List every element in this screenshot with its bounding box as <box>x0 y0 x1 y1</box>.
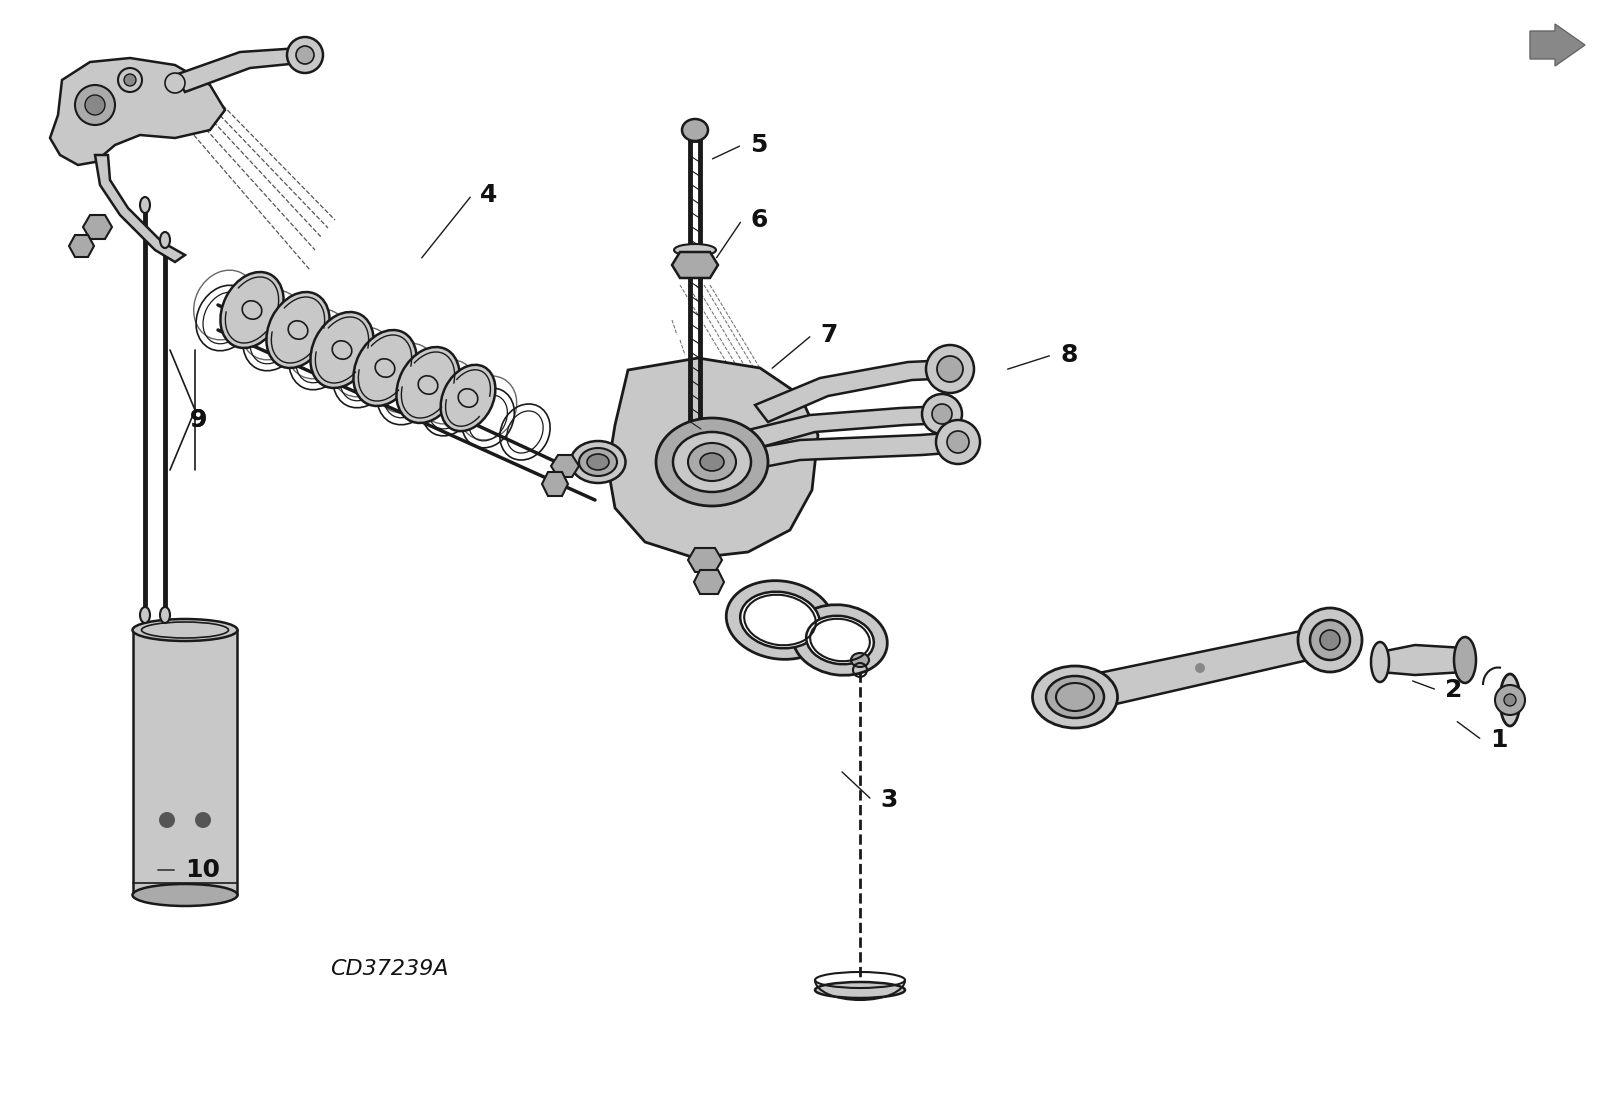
Polygon shape <box>672 252 718 278</box>
Text: 10: 10 <box>186 858 221 882</box>
Ellipse shape <box>133 884 237 906</box>
Circle shape <box>1195 663 1205 673</box>
Circle shape <box>296 45 314 64</box>
Circle shape <box>1320 630 1341 650</box>
Ellipse shape <box>1501 674 1520 726</box>
Circle shape <box>926 345 974 393</box>
Polygon shape <box>688 548 722 572</box>
Circle shape <box>1504 694 1517 706</box>
Ellipse shape <box>674 433 750 492</box>
Ellipse shape <box>656 418 768 506</box>
Ellipse shape <box>354 330 416 406</box>
Ellipse shape <box>141 197 150 213</box>
Ellipse shape <box>579 448 618 476</box>
Ellipse shape <box>701 452 723 471</box>
Circle shape <box>922 394 962 434</box>
Polygon shape <box>50 58 226 165</box>
Ellipse shape <box>571 441 626 484</box>
Ellipse shape <box>267 292 330 368</box>
Circle shape <box>1310 620 1350 660</box>
Text: 3: 3 <box>880 788 898 812</box>
Circle shape <box>195 812 211 828</box>
Circle shape <box>947 431 970 452</box>
Ellipse shape <box>682 119 707 141</box>
Polygon shape <box>755 360 958 423</box>
Polygon shape <box>94 155 186 262</box>
Polygon shape <box>550 455 579 477</box>
Polygon shape <box>608 358 818 558</box>
Ellipse shape <box>814 981 906 998</box>
Polygon shape <box>69 235 94 257</box>
Ellipse shape <box>141 607 150 623</box>
Ellipse shape <box>851 653 869 667</box>
Ellipse shape <box>792 604 888 675</box>
Ellipse shape <box>397 347 459 423</box>
Text: 9: 9 <box>190 408 208 433</box>
Ellipse shape <box>587 454 610 470</box>
Ellipse shape <box>688 442 736 481</box>
Polygon shape <box>83 215 112 240</box>
Circle shape <box>1494 685 1525 715</box>
Text: 1: 1 <box>1490 728 1507 752</box>
Circle shape <box>75 85 115 125</box>
Ellipse shape <box>310 312 373 388</box>
Ellipse shape <box>806 615 874 664</box>
Circle shape <box>165 73 186 93</box>
Ellipse shape <box>674 244 717 256</box>
Polygon shape <box>749 406 947 448</box>
Ellipse shape <box>1032 667 1117 728</box>
Ellipse shape <box>440 365 496 431</box>
Polygon shape <box>1379 645 1466 675</box>
Polygon shape <box>694 570 723 594</box>
Ellipse shape <box>1371 642 1389 682</box>
Circle shape <box>1298 608 1362 672</box>
Text: 2: 2 <box>1445 678 1462 702</box>
Ellipse shape <box>160 232 170 248</box>
Circle shape <box>286 37 323 73</box>
Circle shape <box>85 95 106 115</box>
Polygon shape <box>133 630 237 895</box>
Circle shape <box>938 356 963 381</box>
Text: 6: 6 <box>750 208 768 232</box>
FancyArrow shape <box>1530 24 1586 67</box>
Ellipse shape <box>1454 637 1475 683</box>
Text: 7: 7 <box>819 323 837 347</box>
Text: 5: 5 <box>750 133 768 157</box>
Circle shape <box>936 420 979 464</box>
Polygon shape <box>542 472 568 496</box>
Polygon shape <box>174 48 310 92</box>
Polygon shape <box>746 433 962 470</box>
Text: 4: 4 <box>480 183 498 207</box>
Ellipse shape <box>726 581 834 660</box>
Circle shape <box>118 68 142 92</box>
Ellipse shape <box>1046 676 1104 718</box>
Circle shape <box>931 404 952 424</box>
Polygon shape <box>1066 625 1330 715</box>
Circle shape <box>158 812 174 828</box>
Ellipse shape <box>160 607 170 623</box>
Ellipse shape <box>221 272 283 348</box>
Text: 9: 9 <box>190 408 208 433</box>
Ellipse shape <box>133 619 237 641</box>
Text: 8: 8 <box>1059 343 1077 367</box>
Text: CD37239A: CD37239A <box>330 959 448 979</box>
Ellipse shape <box>741 592 819 649</box>
Circle shape <box>125 74 136 87</box>
